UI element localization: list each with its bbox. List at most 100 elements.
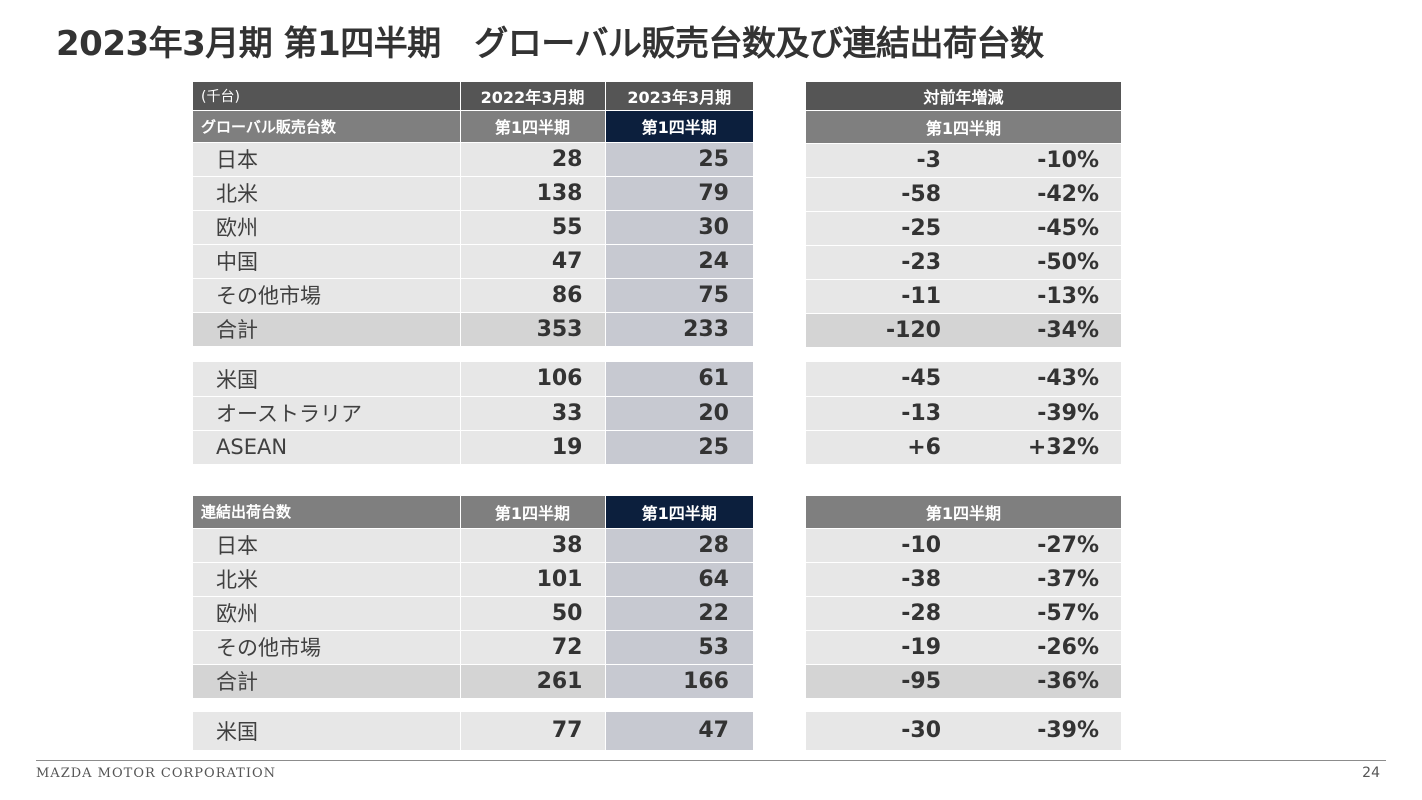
table-row: -3 -10% [806, 143, 1121, 178]
table-row: -45 -43% [806, 362, 1121, 397]
page-title: 2023年3月期 第1四半期 グローバル販売台数及び連結出荷台数 [56, 24, 1044, 64]
diff-value: -19 [806, 630, 966, 665]
table-row: -25 -45% [806, 211, 1121, 246]
prev-value: 28 [459, 142, 605, 177]
curr-value: 166 [604, 664, 753, 699]
row-label: 米国 [193, 362, 460, 397]
table-row: 北米 138 79 [193, 176, 753, 211]
yoy-quarter-header: 第1四半期 [806, 496, 1121, 529]
table-header-row: 第1四半期 [806, 110, 1121, 144]
prev-value: 38 [459, 528, 605, 563]
table-row: 中国 47 24 [193, 244, 753, 279]
curr-value: 22 [604, 596, 753, 631]
row-label: その他市場 [193, 630, 460, 665]
diff-value: -3 [806, 143, 966, 178]
table-row: -30 -39% [806, 712, 1121, 751]
pct-value: -50% [966, 245, 1121, 280]
diff-value: -120 [806, 313, 966, 348]
prev-value: 101 [459, 562, 605, 597]
table-row: その他市場 72 53 [193, 630, 753, 665]
row-label: 欧州 [193, 210, 460, 245]
curr-value: 24 [604, 244, 753, 279]
table-header-row: 連結出荷台数 第1四半期 第1四半期 [193, 496, 753, 529]
global-sales-extra-table: 米国 106 61 オーストラリア 33 20 ASEAN 19 25 [193, 362, 753, 465]
footer-divider [36, 760, 1386, 761]
curr-value: 53 [604, 630, 753, 665]
prev-value: 138 [459, 176, 605, 211]
pct-value: -27% [966, 528, 1121, 563]
pct-value: -10% [966, 143, 1121, 178]
table-row: +6 +32% [806, 430, 1121, 465]
pct-value: -34% [966, 313, 1121, 348]
pct-value: -37% [966, 562, 1121, 597]
table-row: 北米 101 64 [193, 562, 753, 597]
curr-value: 25 [604, 430, 753, 465]
total-row: 合計 353 233 [193, 312, 753, 347]
table-row: 米国 106 61 [193, 362, 753, 397]
table-row: その他市場 86 75 [193, 278, 753, 313]
diff-value: -23 [806, 245, 966, 280]
curr-value: 79 [604, 176, 753, 211]
pct-value: -36% [966, 664, 1121, 699]
row-label: その他市場 [193, 278, 460, 313]
prev-value: 50 [459, 596, 605, 631]
table-row: -58 -42% [806, 177, 1121, 212]
pct-value: -26% [966, 630, 1121, 665]
consolidated-yoy-table: 第1四半期 -10 -27% -38 -37% -28 -57% -19 -26% -9… [806, 496, 1121, 699]
row-label: ASEAN [193, 430, 460, 465]
table-row: 欧州 50 22 [193, 596, 753, 631]
curr-value: 47 [604, 712, 753, 751]
prev-value: 33 [459, 396, 605, 431]
curr-value: 64 [604, 562, 753, 597]
table-row: ASEAN 19 25 [193, 430, 753, 465]
yoy-header: 対前年増減 [806, 82, 1121, 111]
global-sales-table: (千台) 2022年3月期 2023年3月期 グローバル販売台数 第1四半期 第… [193, 82, 753, 347]
prev-value: 353 [459, 312, 605, 347]
table-row: -13 -39% [806, 396, 1121, 431]
page-number: 24 [1362, 765, 1380, 781]
total-row: 合計 261 166 [193, 664, 753, 699]
row-label: 北米 [193, 176, 460, 211]
prev-value: 19 [459, 430, 605, 465]
table-row: -38 -37% [806, 562, 1121, 597]
consolidated-yoy-extra-table: -30 -39% [806, 712, 1121, 751]
pct-value: -39% [966, 712, 1121, 751]
table-row: -10 -27% [806, 528, 1121, 563]
pct-value: +32% [966, 430, 1121, 465]
global-sales-yoy-table: 対前年増減 第1四半期 -3 -10% -58 -42% -25 -45% -23 -5… [806, 82, 1121, 348]
diff-value: -10 [806, 528, 966, 563]
diff-value: -38 [806, 562, 966, 597]
company-name: MAZDA MOTOR CORPORATION [36, 766, 276, 781]
curr-value: 75 [604, 278, 753, 313]
row-label: 日本 [193, 142, 460, 177]
table-row: 米国 77 47 [193, 712, 753, 751]
prev-value: 72 [459, 630, 605, 665]
quarter-curr-header: 第1四半期 [604, 496, 753, 529]
curr-value: 20 [604, 396, 753, 431]
table-row: -19 -26% [806, 630, 1121, 665]
table-row: -28 -57% [806, 596, 1121, 631]
curr-value: 61 [604, 362, 753, 397]
consolidated-table: 連結出荷台数 第1四半期 第1四半期 日本 38 28 北米 101 64 欧州 50 22… [193, 496, 753, 699]
table-header-row: グローバル販売台数 第1四半期 第1四半期 [193, 110, 753, 143]
row-label: 米国 [193, 712, 460, 751]
fy-prev-header: 2022年3月期 [459, 82, 605, 111]
table-row: 日本 38 28 [193, 528, 753, 563]
curr-value: 25 [604, 142, 753, 177]
diff-value: +6 [806, 430, 966, 465]
table-header-row: (千台) 2022年3月期 2023年3月期 [193, 82, 753, 111]
diff-value: -13 [806, 396, 966, 431]
pct-value: -57% [966, 596, 1121, 631]
diff-value: -28 [806, 596, 966, 631]
table-header-row: 対前年増減 [806, 82, 1121, 111]
quarter-prev-header: 第1四半期 [459, 110, 605, 143]
pct-value: -39% [966, 396, 1121, 431]
curr-value: 30 [604, 210, 753, 245]
total-row: -95 -36% [806, 664, 1121, 699]
diff-value: -30 [806, 712, 966, 751]
table-row: -23 -50% [806, 245, 1121, 280]
pct-value: -45% [966, 211, 1121, 246]
row-label: 中国 [193, 244, 460, 279]
quarter-curr-header: 第1四半期 [604, 110, 753, 143]
total-row: -120 -34% [806, 313, 1121, 348]
